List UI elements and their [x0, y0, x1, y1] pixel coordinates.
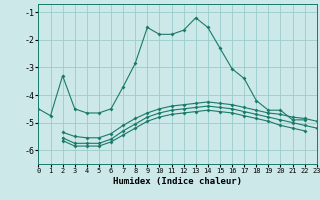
X-axis label: Humidex (Indice chaleur): Humidex (Indice chaleur): [113, 177, 242, 186]
